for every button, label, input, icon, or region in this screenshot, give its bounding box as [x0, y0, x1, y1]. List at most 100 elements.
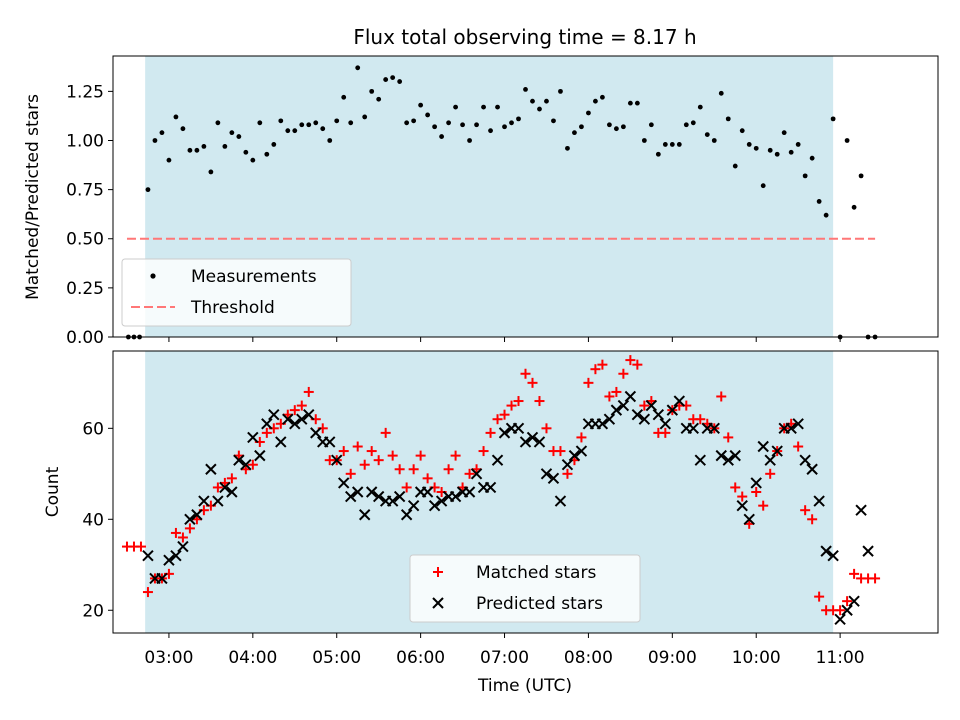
legend-label-measurements: Measurements	[191, 267, 317, 287]
matched-point	[380, 427, 391, 438]
data-point	[830, 116, 836, 122]
data-point	[551, 118, 556, 124]
data-point	[229, 130, 235, 136]
data-point	[697, 104, 703, 110]
matched-point	[835, 605, 846, 616]
y-tick-label: 0.75	[66, 181, 104, 201]
x-tick-label: 05:00	[312, 648, 361, 668]
matched-point	[590, 364, 601, 375]
predicted-point	[324, 436, 336, 448]
data-point	[711, 138, 717, 143]
predicted-point	[533, 436, 546, 448]
x-tick-label: 10:00	[732, 648, 781, 668]
matched-point	[359, 459, 370, 470]
predicted-point	[268, 408, 280, 421]
data-point	[669, 142, 675, 147]
predicted-point	[757, 440, 769, 453]
data-point	[215, 120, 221, 126]
data-point	[236, 134, 242, 139]
predicted-point	[296, 413, 308, 425]
data-point	[753, 145, 759, 151]
y-axis-label-top: Matched/Predicted stars	[23, 94, 43, 300]
data-point	[446, 120, 451, 126]
matched-point	[604, 391, 615, 402]
predicted-point	[666, 404, 679, 416]
data-point	[299, 122, 305, 128]
predicted-point	[799, 454, 811, 466]
predicted-point	[351, 486, 364, 498]
predicted-point	[519, 436, 532, 448]
matched-point	[394, 464, 405, 475]
matched-point	[478, 446, 489, 457]
data-point	[159, 130, 165, 136]
data-point	[397, 79, 403, 84]
predicted-point	[554, 495, 567, 507]
matched-point	[443, 464, 454, 475]
y-tick-label: 1.00	[66, 131, 104, 151]
legend-label-matched: Matched stars	[476, 563, 596, 583]
measurements-series	[125, 65, 878, 340]
matched-point	[870, 573, 881, 584]
matched-point	[492, 414, 503, 425]
matched-point	[611, 386, 622, 397]
predicted-point	[310, 427, 322, 439]
data-point	[243, 149, 249, 155]
predicted-point	[184, 513, 196, 525]
count-panel: 20 40 60 03:00 04:00 05:00 06:00 07:00 08:00 09:…	[43, 350, 939, 696]
predicted-point	[205, 463, 217, 475]
data-point	[572, 130, 577, 136]
matched-point	[583, 377, 594, 388]
data-point	[718, 90, 724, 96]
data-point	[327, 138, 333, 143]
predicted-point	[575, 445, 588, 457]
y-axis-ticks-top: 0.00 0.25 0.50 0.75 1.00 1.25	[66, 82, 113, 348]
data-point	[844, 138, 850, 143]
predicted-point	[254, 449, 266, 462]
legend-label-predicted: Predicted stars	[476, 594, 603, 614]
predicted-point	[841, 604, 853, 616]
predicted-point	[729, 449, 741, 462]
predicted-point	[834, 613, 846, 626]
matched-point	[352, 441, 363, 452]
matched-point	[485, 427, 496, 438]
data-point	[795, 142, 801, 147]
data-point	[320, 126, 326, 132]
data-point	[257, 120, 263, 126]
ratio-panel: 0.00 0.25 0.50 0.75 1.00 1.25 Matched/Predict…	[23, 55, 939, 348]
data-point	[166, 157, 172, 163]
y-tick-label: 40	[82, 510, 104, 530]
predicted-point	[771, 445, 783, 457]
data-point	[376, 96, 382, 102]
predicted-point	[498, 427, 511, 439]
matched-point	[555, 446, 566, 457]
matched-point	[800, 505, 811, 516]
predicted-point	[659, 418, 672, 430]
matched-point	[513, 396, 524, 407]
predicted-point	[463, 486, 476, 498]
data-point	[600, 94, 605, 100]
data-point	[348, 120, 354, 126]
matched-point	[660, 427, 671, 438]
matched-point	[842, 596, 853, 607]
predicted-point	[170, 549, 182, 562]
matched-point	[499, 409, 510, 420]
data-point	[369, 88, 375, 94]
data-point	[502, 124, 507, 130]
predicted-point	[743, 513, 755, 525]
matched-point	[793, 441, 804, 452]
data-point	[858, 173, 864, 179]
predicted-point	[792, 418, 804, 430]
matched-point	[450, 450, 461, 461]
matched-point	[464, 468, 475, 479]
data-point	[620, 124, 626, 130]
data-point	[180, 126, 186, 132]
predicted-point	[358, 509, 371, 521]
matched-point	[177, 532, 188, 543]
data-point	[648, 122, 654, 128]
predicted-point	[764, 454, 776, 466]
data-point	[767, 147, 773, 153]
data-point	[432, 124, 438, 130]
data-point	[634, 100, 640, 106]
data-point	[851, 204, 857, 210]
matched-point	[387, 450, 398, 461]
